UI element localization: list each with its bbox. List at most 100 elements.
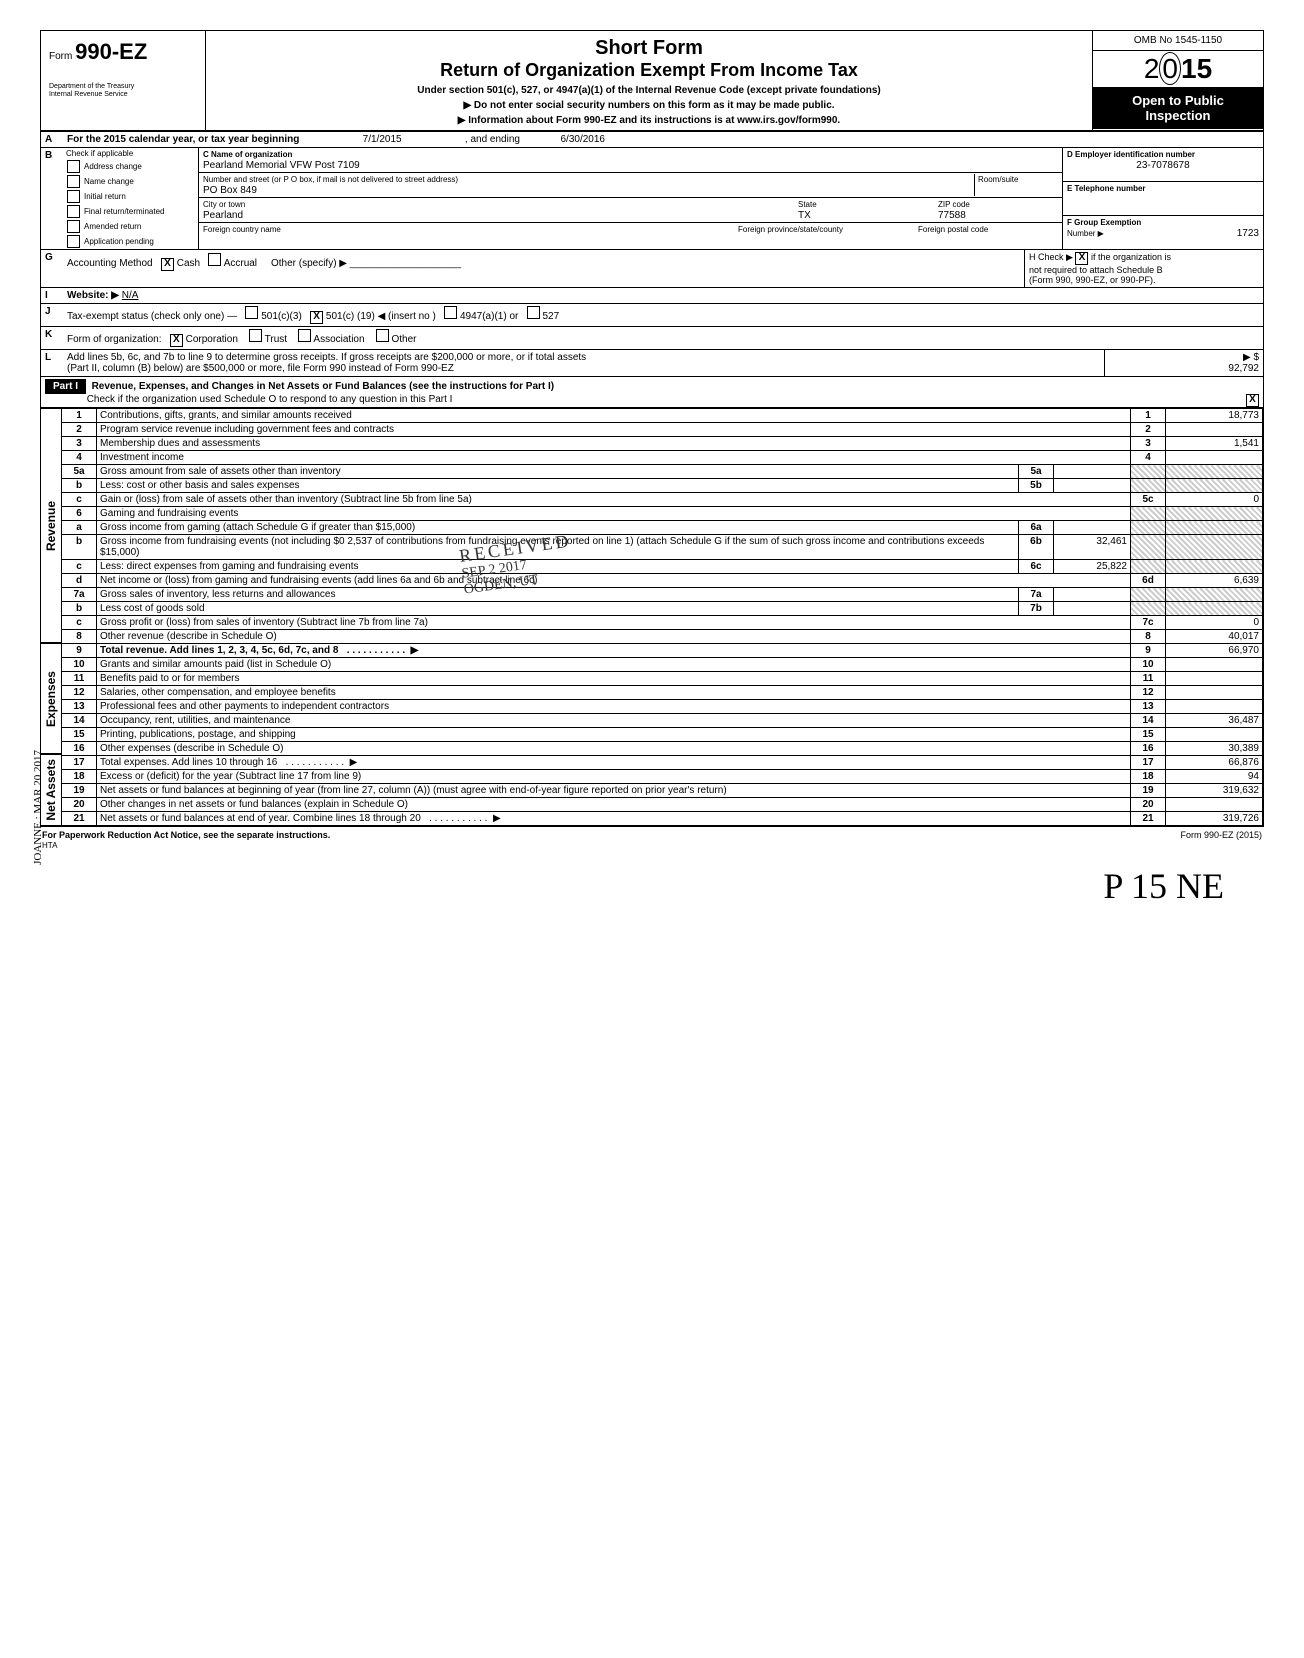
zip: 77588 (938, 210, 966, 221)
l-val: 92,792 (1228, 363, 1259, 374)
letter-i: I (41, 288, 63, 303)
form-header: Form 990-EZ Department of the Treasury I… (41, 31, 1263, 132)
table-row: 14Occupancy, rent, utilities, and mainte… (62, 714, 1263, 728)
l-arrow: ▶ $ (1243, 352, 1259, 363)
table-row: 18Excess or (deficit) for the year (Subt… (62, 770, 1263, 784)
table-row: bLess cost of goods sold7b (62, 602, 1263, 616)
k-content: Form of organization: X Corporation Trus… (63, 327, 1263, 349)
row-gh: G Accounting Method X Cash Accrual Other… (41, 250, 1263, 288)
header-right: OMB No 1545-1150 2015 Open to Public Ins… (1092, 31, 1263, 130)
part1-title: Revenue, Expenses, and Changes in Net As… (92, 381, 555, 392)
b-opt-checkbox[interactable] (67, 220, 80, 233)
e-label: E Telephone number (1067, 184, 1146, 193)
j-o2b: ) ◀ (insert no ) (371, 311, 435, 322)
b-opt-label: Address change (84, 162, 142, 171)
j-o1: 501(c)(3) (261, 311, 302, 322)
footer-hta: HTA (42, 841, 57, 850)
table-row: 13Professional fees and other payments t… (62, 700, 1263, 714)
state-label: State (798, 200, 817, 209)
table-row: bGross income from fundraising events (n… (62, 535, 1263, 560)
b-opt-checkbox[interactable] (67, 190, 80, 203)
table-row: 9Total revenue. Add lines 1, 2, 3, 4, 5c… (62, 644, 1263, 658)
row-k: K Form of organization: X Corporation Tr… (41, 327, 1263, 350)
website: N/A (122, 290, 139, 301)
table-row: 19Net assets or fund balances at beginni… (62, 784, 1263, 798)
letter-l: L (41, 350, 63, 376)
h-text2: if the organization is (1091, 252, 1171, 262)
b-opt-checkbox[interactable] (67, 160, 80, 173)
b-opt-label: Name change (84, 177, 134, 186)
street-label: Number and street (or P O box, if mail i… (203, 175, 458, 184)
ein: 23-7078678 (1067, 160, 1259, 171)
form-number-text: 990-EZ (75, 39, 147, 64)
k-o1: Corporation (186, 334, 238, 345)
table-row: 20Other changes in net assets or fund ba… (62, 798, 1263, 812)
year-prefix: 2 (1144, 53, 1160, 84)
c-label: C Name of organization (203, 150, 292, 159)
b-opt-checkbox[interactable] (67, 235, 80, 248)
col-def: D Employer identification number23-70786… (1063, 148, 1263, 249)
cash-checkbox[interactable]: X (161, 258, 174, 271)
dept-line2: Internal Revenue Service (49, 91, 199, 99)
fp-label: Foreign province/state/county (738, 225, 843, 234)
j-501c3-checkbox[interactable] (245, 306, 258, 319)
h-text3: not required to attach Schedule B (1029, 265, 1163, 275)
omb-number: OMB No 1545-1150 (1093, 31, 1263, 51)
b-label: Check if applicable (63, 148, 198, 159)
l-amount-cell: ▶ $ 92,792 (1104, 350, 1263, 376)
g-content: Accounting Method X Cash Accrual Other (… (63, 250, 1024, 287)
fpc-label: Foreign postal code (918, 225, 988, 234)
b-opt-label: Amended return (84, 222, 141, 231)
table-row: cLess: direct expenses from gaming and f… (62, 560, 1263, 574)
part1-check-text: Check if the organization used Schedule … (87, 394, 453, 405)
k-o3: Association (313, 334, 364, 345)
k-other-checkbox[interactable] (376, 329, 389, 342)
k-corp-checkbox[interactable]: X (170, 334, 183, 347)
table-row: 11Benefits paid to or for members11 (62, 672, 1263, 686)
b-opt-checkbox[interactable] (67, 205, 80, 218)
table-row: 2Program service revenue including gover… (62, 423, 1263, 437)
j-527-checkbox[interactable] (527, 306, 540, 319)
accrual-checkbox[interactable] (208, 253, 221, 266)
table-row: aGross income from gaming (attach Schedu… (62, 521, 1263, 535)
col-c: C Name of organizationPearland Memorial … (199, 148, 1063, 249)
dept-block: Department of the Treasury Internal Reve… (49, 83, 199, 98)
j-4947-checkbox[interactable] (444, 306, 457, 319)
header-center: Short Form Return of Organization Exempt… (206, 31, 1092, 130)
table-row: 4Investment income4 (62, 451, 1263, 465)
k-trust-checkbox[interactable] (249, 329, 262, 342)
letter-k: K (41, 327, 63, 349)
open-line1: Open to Public (1095, 93, 1261, 108)
row-a: A For the 2015 calendar year, or tax yea… (41, 132, 1263, 148)
group-exemption: 1723 (1237, 228, 1259, 239)
h-checkbox[interactable]: X (1075, 252, 1088, 265)
k-o4: Other (391, 334, 416, 345)
netassets-label: Net Assets (44, 759, 58, 821)
fc-label: Foreign country name (203, 225, 281, 234)
table-row: 21Net assets or fund balances at end of … (62, 812, 1263, 826)
l-text2: (Part II, column (B) below) are $500,000… (67, 363, 454, 374)
table-row: 16Other expenses (describe in Schedule O… (62, 742, 1263, 756)
revenue-label: Revenue (44, 501, 58, 551)
b-opt-label: Final return/terminated (84, 207, 164, 216)
k-label: Form of organization: (67, 334, 162, 345)
table-row: 6Gaming and fundraising events (62, 507, 1263, 521)
part1-checkbox[interactable]: X (1246, 394, 1259, 407)
table-row: dNet income or (loss) from gaming and fu… (62, 574, 1263, 588)
table-row: cGross profit or (loss) from sales of in… (62, 616, 1263, 630)
footer-right: Form 990-EZ (2015) (1180, 830, 1262, 850)
letter-g: G (41, 250, 63, 287)
b-opt-checkbox[interactable] (67, 175, 80, 188)
footer-left: For Paperwork Reduction Act Notice, see … (42, 830, 330, 840)
table-row: 17Total expenses. Add lines 10 through 1… (62, 756, 1263, 770)
j-501c-checkbox[interactable]: X (310, 311, 323, 324)
f-label: F Group Exemption (1067, 218, 1141, 227)
row-j: J Tax-exempt status (check only one) — 5… (41, 304, 1263, 327)
f-label2: Number ▶ (1067, 229, 1104, 238)
lines-block: Revenue Expenses Net Assets 1Contributio… (41, 408, 1263, 826)
zip-label: ZIP code (938, 200, 970, 209)
row-a-label: For the 2015 calendar year, or tax year … (67, 134, 299, 145)
k-assoc-checkbox[interactable] (298, 329, 311, 342)
h-block: H Check ▶ X if the organization is not r… (1024, 250, 1263, 287)
city: Pearland (203, 210, 243, 221)
